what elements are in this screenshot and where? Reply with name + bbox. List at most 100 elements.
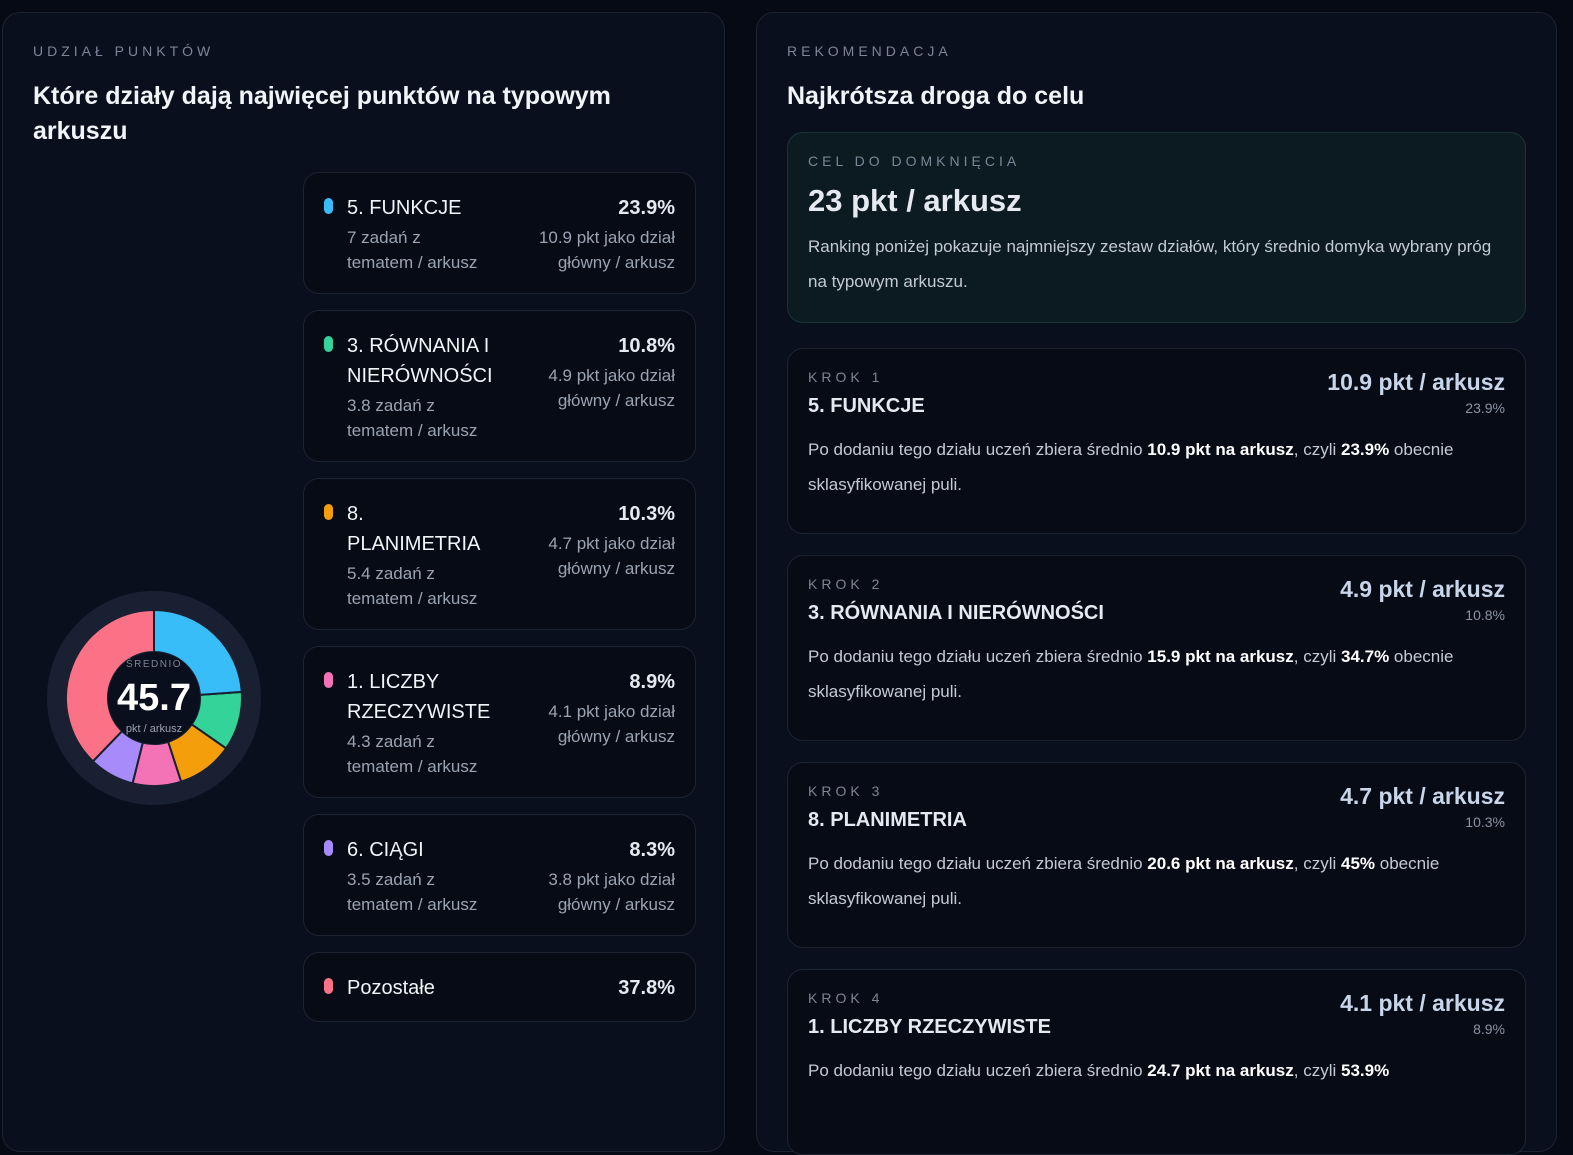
step-share: 8.9%: [1340, 1021, 1505, 1037]
text-part: Po dodaniu tego działu uczeń zbiera śred…: [808, 647, 1147, 666]
item-share: 23.9%: [505, 193, 675, 223]
center-value: 45.7: [117, 677, 191, 719]
legend-dot: [324, 198, 333, 214]
panel-title: Najkrótsza droga do celu: [787, 79, 1526, 114]
legend-dot: [324, 840, 333, 856]
item-points: 4.1 pkt jako dział główny / arkusz: [505, 699, 675, 749]
item-share: 10.3%: [505, 499, 675, 529]
share-panel: UDZIAŁ PUNKTÓW Które działy dają najwięc…: [2, 12, 725, 1152]
item-share: 8.3%: [505, 835, 675, 865]
goal-title: 23 pkt / arkusz: [808, 183, 1505, 219]
text-part: , czyli: [1294, 1061, 1341, 1080]
legend-right: 10.8%4.9 pkt jako dział główny / arkusz: [505, 331, 675, 443]
step-share: 10.3%: [1340, 814, 1505, 830]
panel-title: Które działy dają najwięcej punktów na t…: [33, 79, 653, 149]
legend-dot: [324, 672, 333, 688]
text-part: , czyli: [1294, 647, 1341, 666]
text-part: 34.7%: [1341, 647, 1389, 666]
text-part: 53.9%: [1341, 1061, 1389, 1080]
item-tasks: 5.4 zadań z tematem / arkusz: [347, 561, 484, 611]
step-left: KROK 3 8. PLANIMETRIA: [808, 783, 967, 832]
item-tasks: 3.5 zadań z tematem / arkusz: [347, 867, 484, 917]
center-label: ŚREDNIO: [126, 657, 182, 670]
item-points: 4.9 pkt jako dział główny / arkusz: [505, 363, 675, 413]
text-part: 20.6 pkt na arkusz: [1147, 854, 1293, 873]
step-name: 3. RÓWNANIA I NIERÓWNOŚCI: [808, 602, 1104, 625]
step-label: KROK 3: [808, 783, 967, 799]
legend-dot: [324, 978, 333, 994]
item-name: 3. RÓWNANIA I NIERÓWNOŚCI: [347, 331, 493, 391]
step-share: 23.9%: [1327, 400, 1505, 416]
text-part: Po dodaniu tego działu uczeń zbiera śred…: [808, 1061, 1147, 1080]
legend-right: 37.8%: [505, 973, 675, 1003]
item-name: 6. CIĄGI: [347, 835, 484, 865]
item-tasks: 7 zadań z tematem / arkusz: [347, 225, 484, 275]
recommendation-panel: REKOMENDACJA Najkrótsza droga do celu CE…: [756, 12, 1557, 1152]
step-right: 10.9 pkt / arkusz 23.9%: [1327, 369, 1505, 418]
eyebrow: REKOMENDACJA: [787, 43, 1526, 59]
donut-chart: ŚREDNIO 45.7 pkt / arkusz: [41, 583, 271, 813]
step-left: KROK 4 1. LICZBY RZECZYWISTE: [808, 990, 1051, 1039]
step-text: Po dodaniu tego działu uczeń zbiera śred…: [808, 1053, 1505, 1088]
step-card: KROK 4 1. LICZBY RZECZYWISTE 4.1 pkt / ark…: [787, 969, 1526, 1155]
legend-card: Pozostałe 37.8%: [303, 952, 696, 1022]
text-part: 24.7 pkt na arkusz: [1147, 1061, 1293, 1080]
item-name: 8. PLANIMETRIA: [347, 499, 484, 559]
text-part: 45%: [1341, 854, 1375, 873]
text-part: , czyli: [1294, 854, 1341, 873]
step-card: KROK 3 8. PLANIMETRIA 4.7 pkt / arkusz 10.3…: [787, 762, 1526, 948]
step-text: Po dodaniu tego działu uczeń zbiera śred…: [808, 639, 1505, 709]
step-points: 10.9 pkt / arkusz: [1327, 369, 1505, 396]
step-name: 8. PLANIMETRIA: [808, 809, 967, 832]
item-points: 4.7 pkt jako dział główny / arkusz: [505, 531, 675, 581]
goal-card: CEL DO DOMKNIĘCIA 23 pkt / arkusz Rankin…: [787, 132, 1526, 323]
step-right: 4.7 pkt / arkusz 10.3%: [1340, 783, 1505, 832]
legend-right: 8.3%3.8 pkt jako dział główny / arkusz: [505, 835, 675, 917]
item-points: 3.8 pkt jako dział główny / arkusz: [505, 867, 675, 917]
item-tasks: 3.8 zadań z tematem / arkusz: [347, 393, 493, 443]
legend-right: 23.9%10.9 pkt jako dział główny / arkusz: [505, 193, 675, 275]
text-part: Po dodaniu tego działu uczeń zbiera śred…: [808, 440, 1147, 459]
legend-dot: [324, 504, 333, 520]
item-share: 37.8%: [505, 973, 675, 1003]
item-name: 5. FUNKCJE: [347, 193, 484, 223]
legend-left: Pozostałe: [324, 973, 484, 1003]
step-name: 5. FUNKCJE: [808, 395, 925, 418]
step-points: 4.7 pkt / arkusz: [1340, 783, 1505, 810]
center-unit: pkt / arkusz: [126, 723, 182, 735]
item-name: Pozostałe: [347, 973, 435, 1003]
item-points: 10.9 pkt jako dział główny / arkusz: [505, 225, 675, 275]
step-label: KROK 4: [808, 990, 1051, 1006]
step-text: Po dodaniu tego działu uczeń zbiera śred…: [808, 846, 1505, 916]
step-text: Po dodaniu tego działu uczeń zbiera śred…: [808, 432, 1505, 502]
step-share: 10.8%: [1340, 607, 1505, 623]
item-share: 10.8%: [505, 331, 675, 361]
step-header: KROK 4 1. LICZBY RZECZYWISTE 4.1 pkt / ark…: [808, 990, 1505, 1039]
goal-eyebrow: CEL DO DOMKNIĘCIA: [808, 153, 1505, 169]
legend-text: Pozostałe: [347, 973, 435, 1003]
text-part: Po dodaniu tego działu uczeń zbiera śred…: [808, 854, 1147, 873]
text-part: 23.9%: [1341, 440, 1389, 459]
step-name: 1. LICZBY RZECZYWISTE: [808, 1016, 1051, 1039]
